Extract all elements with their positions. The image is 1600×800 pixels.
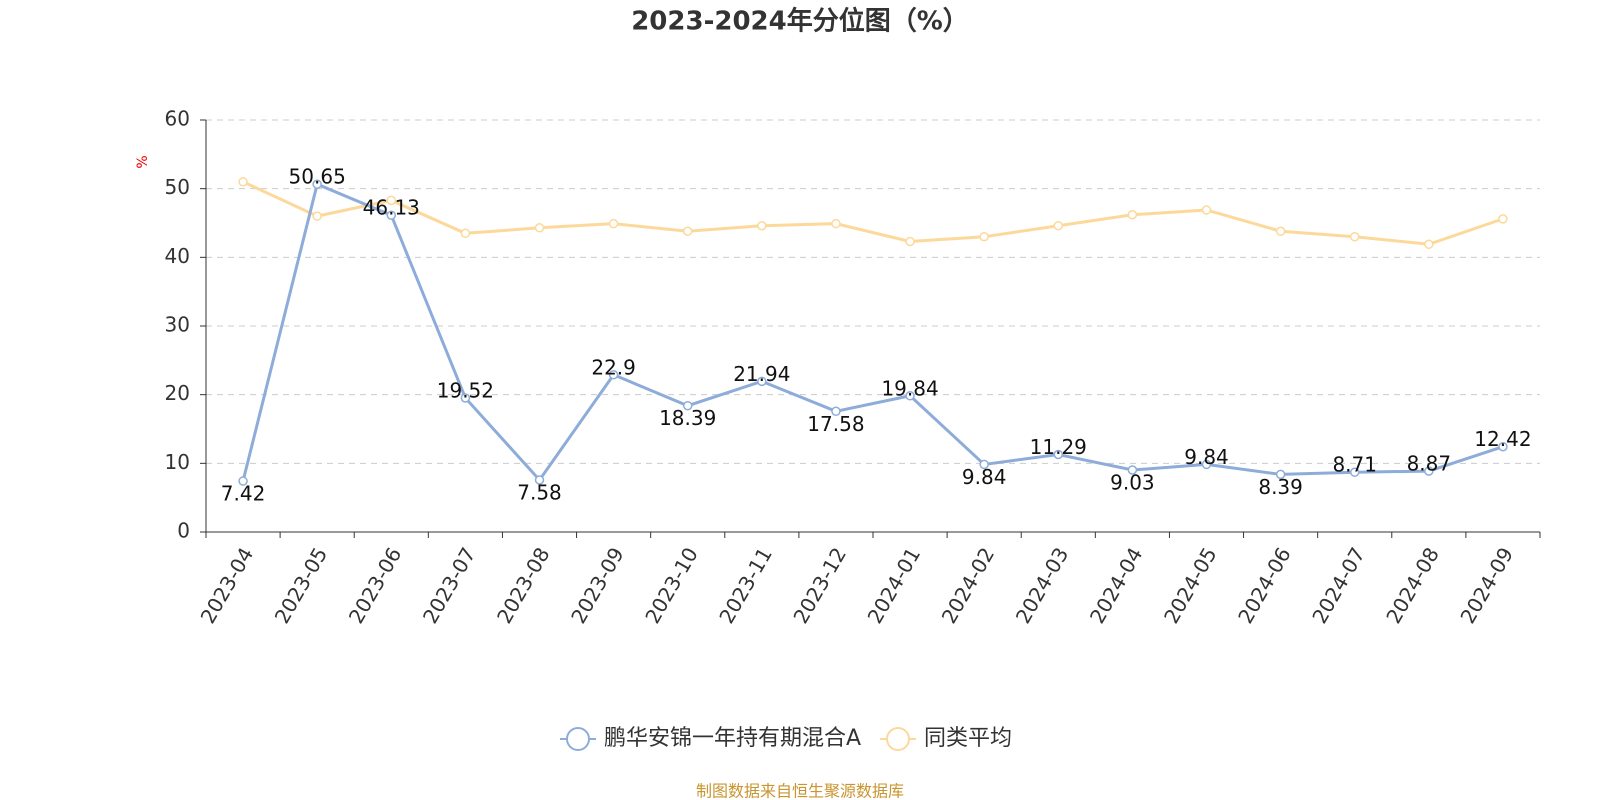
data-label: 11.29 — [1030, 435, 1087, 459]
legend-label: 鹏华安锦一年持有期混合A — [604, 726, 861, 751]
data-label: 18.39 — [659, 406, 716, 430]
point — [238, 177, 248, 187]
point — [1201, 205, 1212, 215]
y-axis-unit: % — [135, 155, 151, 168]
x-tick-label: 2024-01 — [863, 543, 926, 627]
point — [386, 195, 397, 206]
point — [312, 179, 322, 189]
x-tick-label: 2024-09 — [1455, 543, 1518, 627]
point — [757, 220, 767, 231]
point — [1275, 469, 1286, 480]
y-tick-label: 50 — [165, 175, 190, 199]
point — [608, 218, 619, 229]
point — [979, 231, 989, 242]
data-label: 50.65 — [289, 165, 346, 189]
x-tick-label: 2023-12 — [788, 543, 851, 627]
source-note: 制图数据来自恒生聚源数据库 — [696, 782, 904, 800]
x-tick-label: 2023-04 — [196, 543, 259, 627]
x-tick-label: 2024-03 — [1011, 543, 1074, 627]
data-label: 17.58 — [807, 412, 864, 436]
data-label: 9.03 — [1110, 470, 1155, 494]
point — [905, 391, 915, 401]
point — [1127, 210, 1138, 220]
y-tick-label: 30 — [165, 313, 190, 337]
legend-label: 同类平均 — [924, 726, 1012, 751]
point — [534, 223, 545, 233]
point — [757, 376, 767, 387]
x-tick-label: 2023-09 — [566, 543, 629, 627]
x-tick-label: 2023-11 — [714, 543, 777, 627]
legend-item[interactable]: 鹏华安锦一年持有期混合A — [560, 726, 861, 751]
y-tick-label: 10 — [165, 450, 190, 474]
point — [534, 475, 545, 485]
series-line — [242, 180, 1504, 246]
data-label: 7.58 — [517, 480, 562, 504]
data-label: 12.42 — [1474, 427, 1531, 451]
point — [1349, 231, 1360, 242]
data-label: 8.39 — [1258, 475, 1303, 499]
point — [386, 210, 397, 220]
point — [1424, 239, 1434, 250]
data-label: 19.52 — [437, 378, 494, 402]
point — [1498, 214, 1508, 224]
data-label: 9.84 — [962, 465, 1007, 489]
x-tick-label: 2023-07 — [418, 543, 481, 627]
point — [1424, 466, 1434, 476]
point — [1201, 459, 1212, 470]
data-label: 7.42 — [221, 482, 266, 506]
x-tick-label: 2023-08 — [492, 543, 555, 627]
point — [460, 228, 471, 239]
point — [1053, 220, 1064, 231]
x-tick-label: 2023-10 — [640, 543, 703, 627]
y-tick-label: 0 — [177, 519, 190, 543]
data-label: 21.94 — [733, 362, 790, 386]
point — [460, 393, 471, 403]
x-tick-label: 2024-06 — [1233, 543, 1296, 627]
point — [238, 476, 248, 486]
y-tick-label: 60 — [165, 107, 190, 131]
point — [1275, 226, 1286, 236]
x-tick-label: 2023-05 — [270, 543, 333, 627]
legend-marker — [566, 727, 590, 751]
x-tick-label: 2024-05 — [1159, 543, 1222, 627]
point — [831, 406, 841, 417]
point — [1053, 449, 1064, 460]
data-label: 8.71 — [1332, 453, 1377, 477]
point — [1127, 465, 1138, 475]
series-line — [241, 182, 1504, 483]
point — [682, 226, 693, 236]
x-tick-label: 2024-04 — [1085, 543, 1148, 627]
y-tick-label: 20 — [165, 381, 190, 405]
data-label: 8.87 — [1407, 452, 1452, 476]
y-tick-label: 40 — [165, 244, 190, 268]
point — [312, 211, 322, 221]
data-label: 46.13 — [363, 196, 420, 220]
point — [682, 400, 693, 411]
x-tick-label: 2024-08 — [1381, 543, 1444, 627]
x-tick-label: 2024-02 — [937, 543, 1000, 627]
point — [979, 459, 989, 470]
point — [905, 236, 915, 247]
chart-title: 2023-2024年分位图（%） — [631, 6, 969, 37]
legend-marker — [886, 727, 910, 751]
point — [1349, 467, 1360, 477]
x-tick-label: 2024-07 — [1307, 543, 1370, 627]
point — [608, 370, 619, 380]
data-label: 22.9 — [591, 355, 636, 379]
legend-item[interactable]: 同类平均 — [880, 726, 1012, 751]
point — [1498, 441, 1508, 452]
point — [831, 218, 841, 229]
x-tick-label: 2023-06 — [344, 543, 407, 627]
data-label: 19.84 — [881, 376, 938, 400]
data-label: 9.84 — [1184, 445, 1229, 469]
